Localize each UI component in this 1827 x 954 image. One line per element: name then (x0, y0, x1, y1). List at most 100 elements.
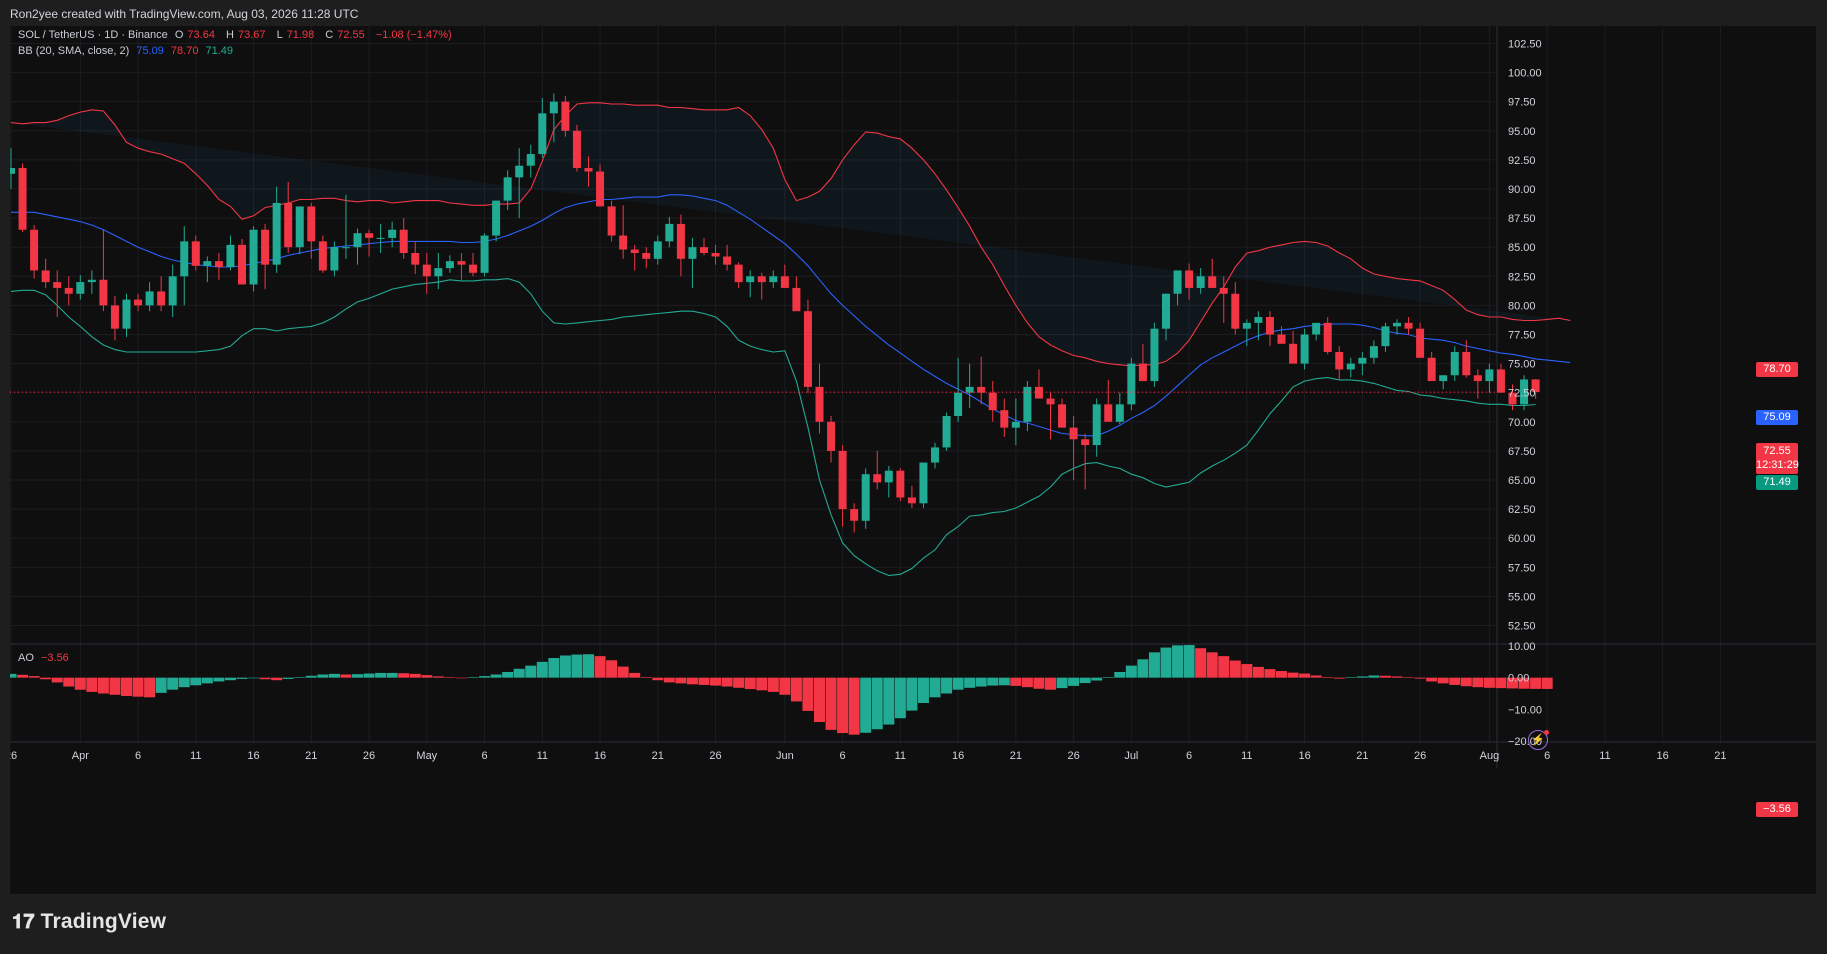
ao-bar (779, 677, 791, 695)
candle-body (1439, 375, 1448, 382)
ao-bar (1091, 677, 1103, 681)
bb-upper-badge: 78.70 (1756, 362, 1798, 377)
candle-body (1312, 322, 1321, 335)
time-tick-label: 16 (952, 750, 964, 762)
candle-body (99, 279, 108, 306)
ao-bar (825, 677, 837, 730)
time-tick-label: Apr (72, 750, 89, 762)
ao-bar (1241, 664, 1253, 678)
ao-bar (97, 677, 109, 694)
candle-body (341, 247, 350, 249)
ao-bar (63, 677, 75, 687)
candle-body (1115, 404, 1124, 422)
candle-body (977, 386, 986, 393)
lightning-icon[interactable]: ⚡ (1528, 730, 1549, 750)
ao-bar (201, 677, 213, 684)
last-price-value: 72.55 (1763, 445, 1791, 457)
candle-body (954, 392, 963, 416)
candle-body (376, 237, 385, 239)
price-tick-label: 100.00 (1508, 68, 1542, 80)
price-tick-label: 72.50 (1508, 388, 1536, 400)
ao-bar (1391, 676, 1403, 678)
ao-bar (1356, 676, 1368, 678)
time-tick-label: 6 (840, 750, 846, 762)
candle-body (515, 165, 524, 178)
bb-legend: BB (20, SMA, close, 2) 75.09 78.70 71.49 (18, 45, 237, 57)
candle-body (1358, 357, 1367, 364)
candle-body (191, 241, 200, 266)
ao-bar (1437, 677, 1449, 684)
chart-frame[interactable]: 102.50 100.00 97.50 95.00 92.50 90.00 87.50 85.… (10, 26, 1816, 894)
candle-body (18, 168, 27, 230)
candle-body (1208, 276, 1217, 288)
chart-canvas[interactable]: 102.50 100.00 97.50 95.00 92.50 90.00 87.50 85.… (10, 26, 1816, 894)
candle-body (307, 206, 316, 242)
candle-body (1138, 363, 1147, 382)
candle-body (584, 168, 593, 172)
last-price-badge: 72.55 12:31:29 (1756, 443, 1799, 474)
candle-body (861, 474, 870, 521)
time-tick-label: 26 (10, 750, 17, 762)
ao-bar (375, 672, 387, 678)
ao-bar (837, 677, 849, 734)
candle-body (318, 241, 327, 271)
ao-bar (109, 677, 121, 695)
ao-bar (1183, 645, 1195, 678)
ao-bar (1125, 665, 1137, 678)
candle-body (203, 261, 212, 266)
ao-bar (1368, 675, 1380, 678)
candle-body (1185, 270, 1194, 288)
candle-body (1058, 404, 1067, 428)
time-tick-label: 11 (1241, 750, 1252, 762)
ao-bar (1483, 677, 1495, 688)
candle-body (769, 276, 778, 283)
candle-body (10, 168, 15, 174)
price-tick-label: 92.50 (1508, 155, 1536, 167)
candle-body (434, 268, 443, 277)
candle-body (388, 229, 397, 238)
candle-body (619, 235, 628, 250)
candle-body (792, 287, 801, 312)
tradingview-logo[interactable]: 𝟏𝟕 TradingView (12, 910, 166, 934)
bb-basis-value: 75.09 (136, 45, 164, 57)
candle-body (76, 282, 85, 294)
candle-body (688, 247, 697, 259)
candle-body (1462, 351, 1471, 376)
candle-body (572, 130, 581, 169)
price-tick-label: 55.00 (1508, 591, 1536, 603)
candle-body (884, 470, 893, 483)
candle-body (630, 249, 639, 254)
bb-upper-line (10, 102, 1571, 367)
candle-body (238, 244, 246, 285)
bb-basis-line (11, 194, 1571, 437)
ao-bar (121, 677, 132, 697)
candle-body (492, 200, 501, 236)
price-tick-label: 60.00 (1508, 533, 1536, 545)
ao-bar (617, 666, 629, 678)
ao-bar (698, 677, 710, 685)
ao-bar (224, 677, 236, 681)
ao-bar (271, 677, 283, 681)
ao-bar (282, 677, 294, 679)
bb-band-fill (11, 102, 1571, 366)
ao-bar (502, 671, 514, 678)
candle-body (411, 253, 420, 265)
ao-bar (1310, 675, 1322, 678)
ao-bar (559, 655, 571, 678)
candle-body (988, 392, 997, 411)
ao-bar (479, 676, 491, 678)
candle-body (1346, 363, 1355, 370)
ao-bar (1530, 677, 1542, 689)
ao-bar (1021, 677, 1033, 688)
ao-bar (1541, 677, 1553, 689)
ao-bar (1495, 677, 1507, 689)
candle-body (1023, 386, 1032, 422)
time-tick-label: Jul (1124, 750, 1138, 762)
ao-bar (432, 676, 444, 678)
ao-bar (871, 677, 883, 730)
ao-bar (583, 654, 594, 678)
ao-bar (213, 677, 225, 682)
time-tick-label: 16 (1298, 750, 1310, 762)
time-tick-label: 21 (1010, 750, 1022, 762)
ao-bar (536, 661, 548, 678)
